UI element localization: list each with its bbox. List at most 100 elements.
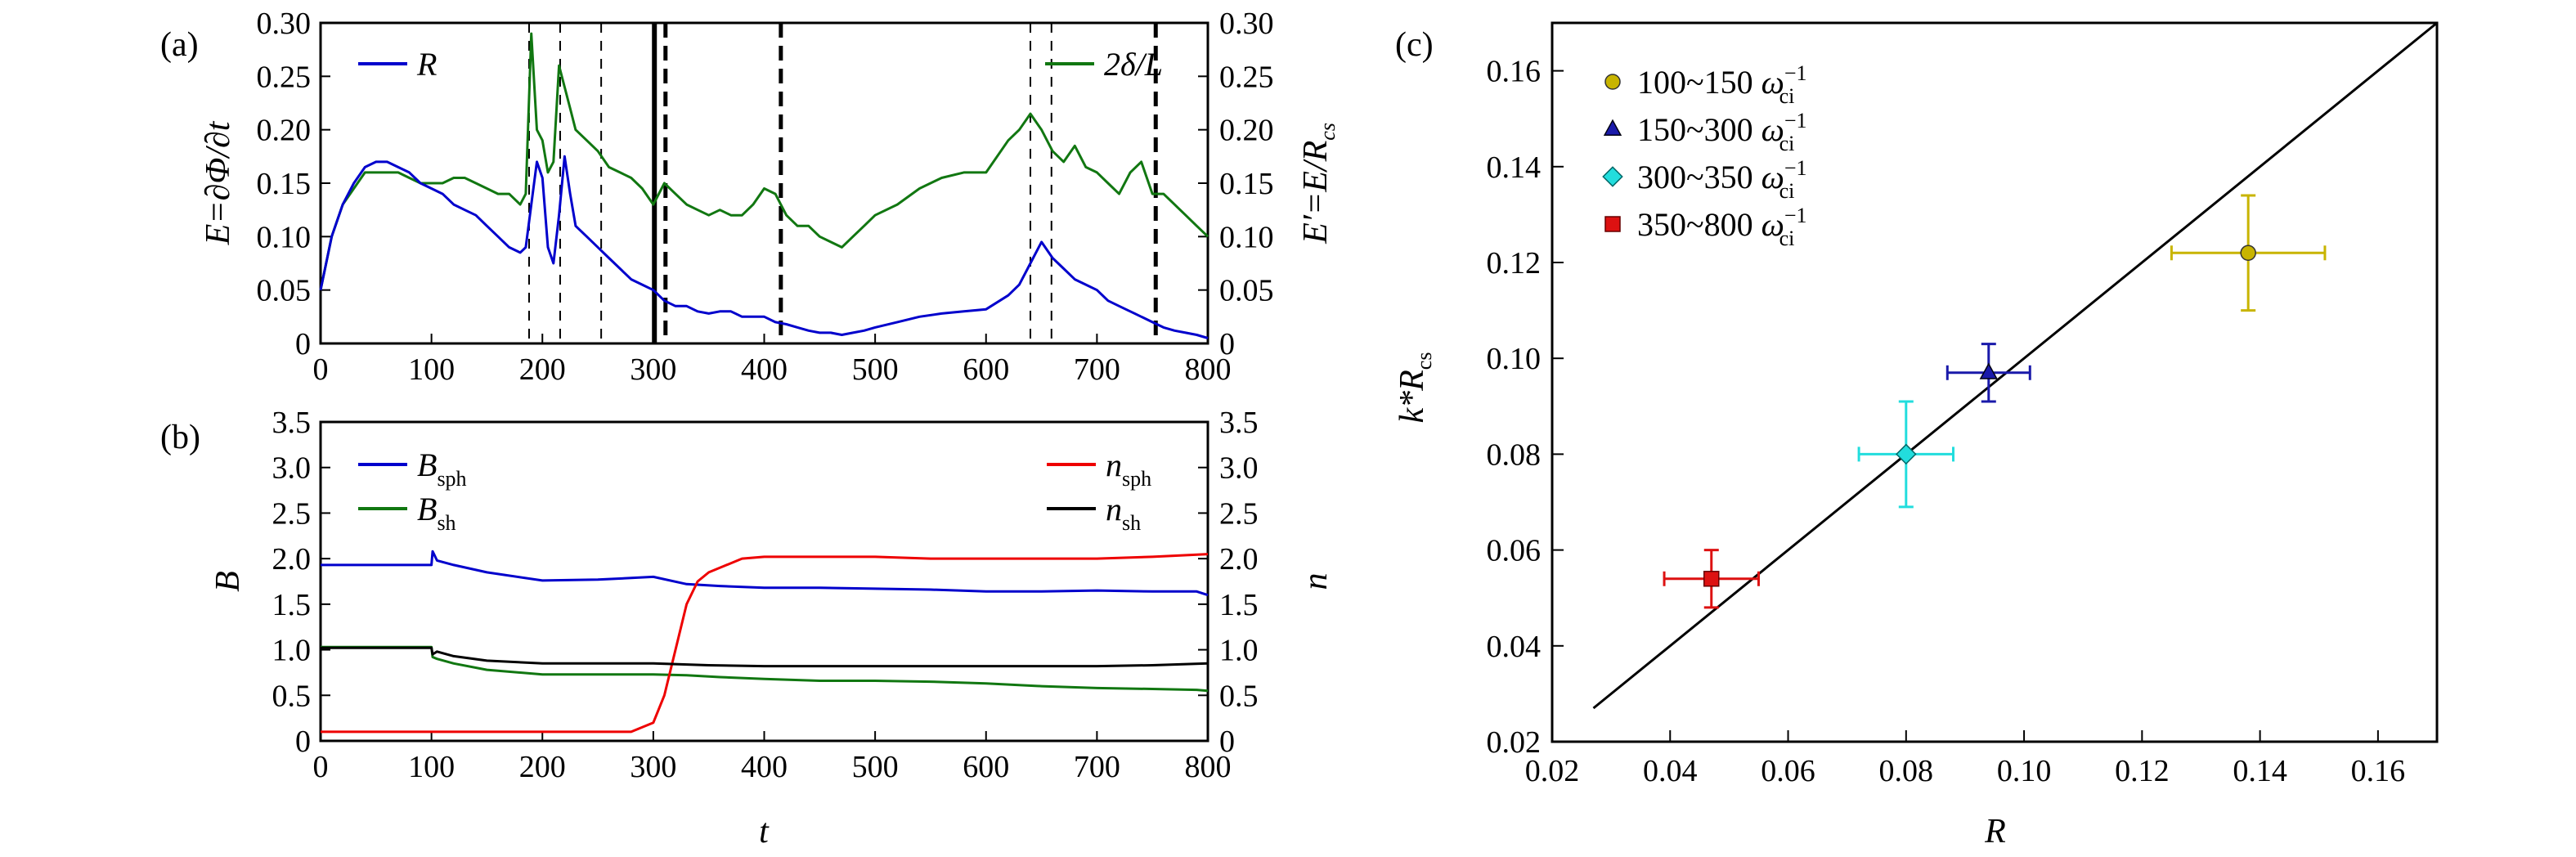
panel-a-y2label-sub: cs <box>1316 123 1340 141</box>
panel-c-xtick-label: 0.16 <box>2351 754 2406 788</box>
panel-c-ytick-label: 0.16 <box>1487 55 1542 89</box>
panel-b-xtick-label: 200 <box>519 750 566 784</box>
panel-a-xtick-label: 200 <box>519 352 566 387</box>
panel-b-y2tick-label: 2.0 <box>1219 542 1259 577</box>
data-point <box>1896 443 1917 465</box>
panel-b-xtick-label: 700 <box>1074 750 1120 784</box>
panel-a-event-lines <box>527 23 1158 343</box>
panel-b-ylabel: B <box>209 571 247 592</box>
panel-b-ytick-label: 2.0 <box>272 542 312 577</box>
panel-c-xtick-label: 0.04 <box>1643 754 1698 788</box>
panel-b-ytick-label: 3.5 <box>272 406 312 440</box>
series-line-n-sh <box>321 646 1209 668</box>
panel-a-y2label: E′=E/Rcs <box>1297 123 1340 245</box>
panel-b-xtick-label: 400 <box>741 750 788 784</box>
panel-c-frame <box>1551 21 2439 743</box>
legend-label-2delta-l: 2δ/L <box>1104 46 1163 83</box>
panel-a-y2tick-label: 0.20 <box>1219 114 1274 148</box>
legend-label-r: R <box>416 46 437 83</box>
panel-a-ytick-label: 0.25 <box>257 60 312 94</box>
panel-c-ylabel-main: k*R <box>1393 370 1431 423</box>
legend-marker <box>1603 119 1622 136</box>
panel-a-series <box>319 32 1209 339</box>
panel-b-xlabel: t <box>759 813 770 850</box>
panel-c-ytick-label: 0.06 <box>1487 534 1542 568</box>
series-line-n-sph <box>321 553 1209 734</box>
panel-b-ytick-label: 0.5 <box>272 679 312 713</box>
series-line-b-sph <box>321 550 1209 597</box>
panel-c-xlabel: R <box>1984 813 2006 850</box>
fit-line <box>1592 21 2438 710</box>
panel-a-ytick-label: 0.15 <box>257 167 312 201</box>
panel-a-ylabel: E=∂Φ/∂t <box>200 120 237 245</box>
legend-entry-label: 100~150 ω−1 ci <box>1637 61 1807 108</box>
legend-marker <box>1604 216 1621 232</box>
panel-b-ytick-label: 1.0 <box>272 634 312 668</box>
panel-a-xtick-label: 0 <box>313 352 329 387</box>
panel-label-a: (a) <box>160 26 199 64</box>
panel-b-xtick-label: 0 <box>313 750 329 784</box>
panel-a-y2tick-label: 0.30 <box>1219 7 1274 41</box>
legend-entry-label: 300~350 ω−1 ci <box>1637 156 1807 203</box>
legend-entry-label: 350~800 ω−1 ci <box>1637 204 1807 250</box>
panel-b-ytick-label: 0 <box>295 725 311 759</box>
legend-label-b-sph: Bsph <box>417 446 467 491</box>
panel-b-y2tick-label: 0.5 <box>1219 679 1259 713</box>
panel-c-ylabel-sub: cs <box>1412 352 1436 370</box>
panel-a-xtick-label: 500 <box>852 352 899 387</box>
panel-c-xtick-label: 0.06 <box>1761 754 1815 788</box>
panel-a-y2tick-label: 0.25 <box>1219 60 1274 94</box>
panel-c-xtick-label: 0.12 <box>2115 754 2170 788</box>
panel-b-xtick-label: 800 <box>1185 750 1232 784</box>
panel-a-xtick-label: 800 <box>1185 352 1232 387</box>
panel-c-xtick-label: 0.10 <box>1997 754 2052 788</box>
data-point <box>2240 245 2256 262</box>
series-line-b-sh <box>321 645 1209 693</box>
legend-marker <box>1602 166 1623 187</box>
panel-b-y2tick-label: 3.0 <box>1219 451 1259 486</box>
legend-label-n-sph: nsph <box>1106 446 1151 491</box>
panel-c-ytick-label: 0.10 <box>1487 342 1542 376</box>
panel-b-y2tick-label: 1.5 <box>1219 588 1259 622</box>
panel-b-y2tick-label: 1.0 <box>1219 634 1259 668</box>
panel-a-y2tick-label: 0.10 <box>1219 220 1274 254</box>
panel-b-y2tick-label: 3.5 <box>1219 406 1259 440</box>
series-line-2delta-l <box>319 32 1209 291</box>
panel-b-ytick-label: 1.5 <box>272 588 312 622</box>
panel-b-xtick-label: 600 <box>963 750 1009 784</box>
panel-c-ytick-label: 0.02 <box>1487 725 1542 760</box>
panel-b-ytick-label: 3.0 <box>272 451 312 486</box>
panel-a-xtick-label: 100 <box>408 352 455 387</box>
panel-c-xtick-label: 0.02 <box>1525 754 1580 788</box>
panel-c-points <box>1592 21 2438 710</box>
panel-c-ylabel: k*Rcs <box>1393 352 1436 424</box>
panel-a-xtick-label: 300 <box>630 352 676 387</box>
legend-label-b-sh: Bsh <box>417 491 456 535</box>
panel-a-y2tick-label: 0.15 <box>1219 167 1274 201</box>
panel-c-ytick-label: 0.14 <box>1487 150 1542 185</box>
panel-b-xtick-label: 300 <box>630 750 676 784</box>
panel-c-ticks: 0.02 0.04 0.06 0.08 0.10 0.12 0.14 0.16 0.02 0.04… <box>1487 55 2406 788</box>
data-point <box>1979 362 1998 379</box>
panel-a-xtick-label: 400 <box>741 352 788 387</box>
panel-label-c: (c) <box>1395 26 1434 64</box>
panel-c-xtick-label: 0.08 <box>1879 754 1934 788</box>
panel-a-xtick-label: 700 <box>1074 352 1120 387</box>
panel-a-ytick-label: 0 <box>295 327 311 361</box>
panel-b-ytick-label: 2.5 <box>272 496 312 531</box>
panel-c-ytick-label: 0.08 <box>1487 437 1542 472</box>
panel-a-ytick-label: 0.10 <box>257 220 312 254</box>
panel-label-b: (b) <box>160 419 200 456</box>
panel-a-frame <box>319 21 1209 345</box>
panel-a-y2label-main: E′=E/R <box>1297 141 1335 245</box>
panel-c-xtick-label: 0.14 <box>2233 754 2287 788</box>
legend-entry-label: 150~300 ω−1 ci <box>1637 109 1807 155</box>
panel-a-ytick-label: 0.20 <box>257 114 312 148</box>
panel-a-ytick-label: 0.05 <box>257 274 312 308</box>
legend-marker <box>1604 74 1621 90</box>
